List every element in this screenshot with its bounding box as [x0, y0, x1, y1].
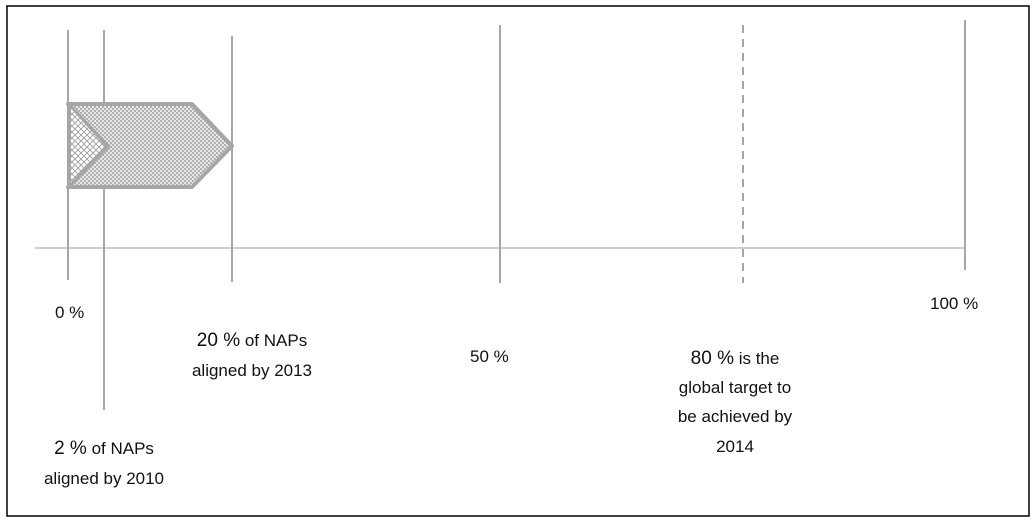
axis-label: 100 %	[930, 294, 978, 313]
milestone-text: is the	[739, 349, 780, 368]
milestone-label: 20 % of NAPs	[197, 330, 307, 351]
milestone-figure: 20 %	[197, 330, 240, 351]
milestone-label: 2 % of NAPs	[54, 438, 154, 459]
milestone-label: 80 % is the	[691, 348, 780, 369]
initial-arrow	[69, 103, 108, 188]
axis-label: 0 %	[55, 303, 84, 322]
axis-label: 50 %	[470, 347, 509, 366]
milestone-figure: 80 %	[691, 348, 734, 369]
milestone-text: aligned by 2013	[192, 361, 312, 380]
frame	[6, 5, 1030, 517]
milestone-text: of NAPs	[245, 331, 307, 350]
milestone-text: aligned by 2010	[44, 469, 164, 488]
milestone-text: of NAPs	[92, 439, 154, 458]
milestone-text: global target to	[679, 378, 791, 397]
progress-arrow	[66, 102, 234, 189]
milestone-text: be achieved by	[678, 407, 793, 426]
milestone-figure: 2 %	[54, 438, 87, 459]
milestone-text: 2014	[716, 437, 754, 456]
